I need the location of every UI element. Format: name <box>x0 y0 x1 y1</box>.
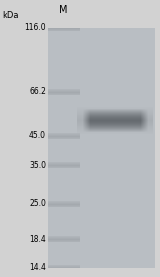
Text: M: M <box>59 5 67 15</box>
Text: 18.4: 18.4 <box>29 235 46 243</box>
Text: 14.4: 14.4 <box>29 263 46 273</box>
Text: 116.0: 116.0 <box>24 24 46 32</box>
Text: 35.0: 35.0 <box>29 160 46 170</box>
Text: 25.0: 25.0 <box>29 199 46 209</box>
Text: 45.0: 45.0 <box>29 132 46 140</box>
Text: 66.2: 66.2 <box>29 88 46 96</box>
Text: kDa: kDa <box>2 12 19 20</box>
